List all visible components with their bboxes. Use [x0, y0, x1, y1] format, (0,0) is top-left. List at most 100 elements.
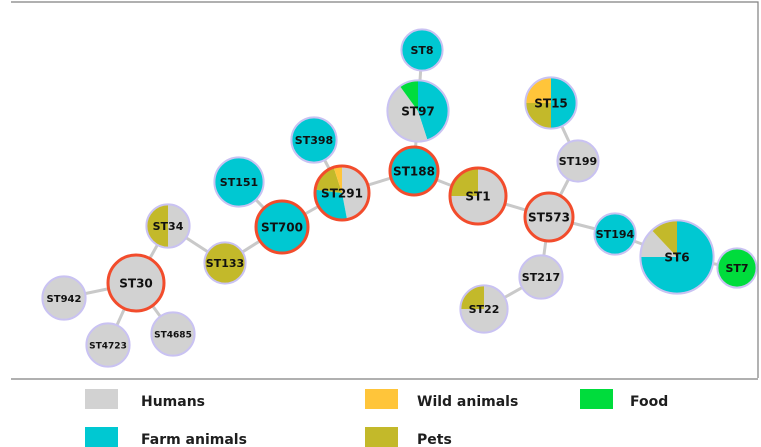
node-st4685: ST4685	[150, 311, 196, 357]
node-outline	[639, 219, 715, 295]
pie-slice-pets	[526, 103, 551, 128]
node-st151: ST151	[213, 156, 265, 208]
pie-slice-humans	[342, 167, 369, 219]
node-label: ST573	[528, 211, 570, 225]
node-st7: ST7	[716, 247, 758, 289]
legend-item-pets: Pets	[365, 427, 452, 447]
node-st199: ST199	[556, 139, 600, 183]
pie-slice-humans	[87, 324, 129, 366]
node-label: ST942	[47, 294, 82, 305]
pie-slice-farm-animals	[391, 148, 437, 194]
node-outline	[150, 311, 196, 357]
node-outline	[518, 254, 564, 300]
legend-item-wild-animals: Wild animals	[365, 389, 518, 410]
pie-slice-farm-animals	[316, 189, 347, 219]
pie-slice-farm-animals	[402, 30, 442, 70]
founder-ring	[448, 166, 508, 226]
node-st217: ST217	[518, 254, 564, 300]
diagram-frame	[11, 1, 759, 378]
pie-slice-humans	[43, 277, 85, 319]
legend-swatch	[85, 389, 118, 409]
node-label: ST4685	[154, 331, 192, 341]
node-st6: ST6	[639, 219, 715, 295]
pie-slice-pets	[205, 243, 245, 283]
node-st188: ST188	[388, 145, 440, 197]
legend-label: Food	[630, 394, 668, 410]
node-label: ST133	[206, 257, 244, 270]
node-label: ST7	[725, 262, 748, 275]
node-outline	[41, 275, 87, 321]
founder-ring	[313, 164, 371, 222]
node-label: ST700	[261, 221, 303, 235]
node-outline	[716, 247, 758, 289]
node-label: ST4723	[89, 342, 127, 352]
pie-slice-pets	[652, 221, 677, 257]
node-st700: ST700	[254, 199, 310, 255]
pie-slice-food	[400, 81, 418, 111]
legend-swatch	[85, 427, 118, 447]
pie-slice-humans	[109, 256, 163, 310]
node-st194: ST194	[593, 212, 637, 256]
pie-slice-humans	[641, 230, 677, 257]
node-outline	[290, 116, 338, 164]
legend: Humans Wild animals Food Farm animals Pets	[85, 389, 668, 447]
node-outline	[213, 156, 265, 208]
node-st34: ST34	[145, 203, 191, 249]
pie-slice-humans	[168, 205, 189, 247]
pie-slice-humans	[388, 86, 428, 141]
pie-slice-farm-animals	[595, 214, 635, 254]
node-label: ST199	[559, 155, 597, 168]
legend-label: Wild animals	[417, 394, 518, 410]
node-st942: ST942	[41, 275, 87, 321]
pie-slice-pets	[147, 205, 168, 247]
node-label: ST8	[410, 44, 433, 57]
founder-ring	[388, 145, 440, 197]
pie-slice-wild-animals	[333, 167, 342, 193]
node-st133: ST133	[203, 241, 247, 285]
founder-ring	[106, 253, 166, 313]
pie-slice-farm-animals	[215, 158, 263, 206]
node-label: ST34	[153, 220, 184, 233]
node-st15: ST15	[524, 76, 578, 130]
pie-slice-pets	[461, 286, 484, 309]
pie-slice-farm-animals	[418, 81, 448, 140]
node-label: ST15	[534, 97, 568, 111]
legend-item-farm-animals: Farm animals	[85, 427, 247, 447]
node-outline	[593, 212, 637, 256]
node-label: ST151	[220, 176, 258, 189]
founder-ring	[254, 199, 310, 255]
pie-slice-farm-animals	[257, 202, 307, 252]
node-label: ST30	[119, 277, 153, 291]
node-st398: ST398	[290, 116, 338, 164]
pie-slice-humans	[558, 141, 598, 181]
node-label: ST194	[596, 228, 635, 241]
node-label: ST188	[393, 165, 435, 179]
node-st291: ST291	[313, 164, 371, 222]
pie-slice-humans	[520, 256, 562, 298]
node-layer: ST8 ST97 ST15 ST199 ST398 ST151 ST291 ST188 ST1 S…	[41, 28, 758, 368]
pie-slice-pets	[451, 169, 478, 196]
pie-slice-wild-animals	[526, 78, 551, 103]
node-outline	[556, 139, 600, 183]
pie-slice-humans	[526, 194, 572, 240]
node-st4723: ST4723	[85, 322, 131, 368]
node-label: ST6	[664, 251, 689, 265]
node-st8: ST8	[400, 28, 444, 72]
founder-ring	[523, 191, 575, 243]
node-st22: ST22	[459, 284, 509, 334]
legend-item-humans: Humans	[85, 389, 205, 410]
node-outline	[145, 203, 191, 249]
node-st30: ST30	[106, 253, 166, 313]
node-outline	[524, 76, 578, 130]
node-label: ST22	[469, 303, 500, 316]
node-st1: ST1	[448, 166, 508, 226]
node-label: ST1	[465, 190, 490, 204]
pie-slice-pets	[316, 168, 342, 193]
pie-slice-food	[718, 249, 756, 287]
pie-slice-farm-animals	[551, 78, 576, 128]
pie-slice-humans	[152, 313, 194, 355]
legend-label: Pets	[417, 432, 452, 447]
node-label: ST217	[522, 271, 560, 284]
